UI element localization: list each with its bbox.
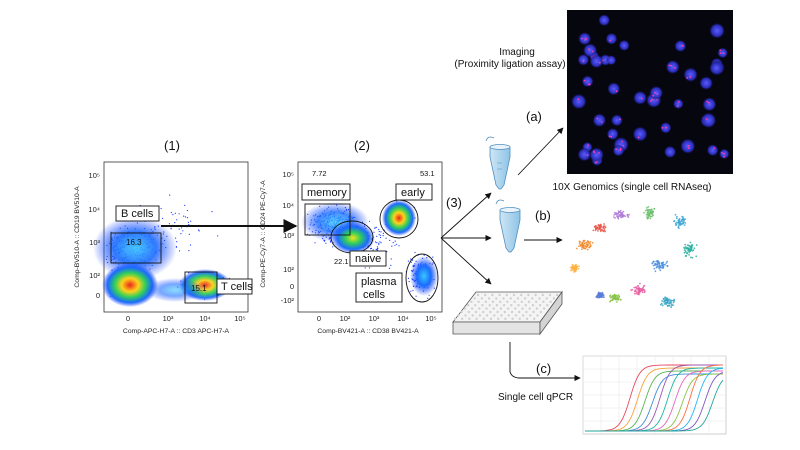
- plot1-x-ticks: 0 10³ 10⁴ 10⁵: [126, 314, 246, 323]
- plot2-ytick: 10⁴: [282, 201, 294, 210]
- plot1-ytick: 10⁵: [89, 171, 100, 180]
- gate-early-label-box: [395, 183, 433, 201]
- plot1-xtick: 0: [126, 314, 130, 323]
- qpcr-title: Single cell qPCR: [498, 392, 573, 403]
- microscopy-image: [567, 10, 733, 174]
- plot1-x-axis-label: Comp-APC-H7-A :: CD3 APC-H7-A: [123, 328, 230, 335]
- step-b-label: (b): [535, 208, 551, 223]
- plot2-xtick: 10⁵: [425, 314, 436, 323]
- plot1-xtick: 10⁵: [234, 314, 245, 323]
- qpcr-amplification-plot: [582, 355, 727, 435]
- plot2-ytick: 10²: [283, 265, 294, 274]
- plot2-x-axis-label: Comp-BV421-A :: CD38 BV421-A: [317, 328, 419, 335]
- b-cells-value: 16.3: [126, 238, 142, 247]
- gate-memory-label: memory: [307, 187, 347, 199]
- plot1-density: [93, 194, 231, 307]
- plot2-xtick: 0: [317, 314, 321, 323]
- gate-t-cells-label-box: [216, 278, 253, 295]
- plot2-ytick: 0: [290, 282, 294, 291]
- plot2-y-ticks: 10⁵ 10⁴ 10³ 10² 0 -10²: [281, 170, 295, 305]
- plot1-ytick: 10³: [89, 238, 100, 247]
- step-1-label: (1): [164, 138, 180, 153]
- gate-plasma-label-2: cells: [363, 289, 386, 301]
- plot1-y-ticks: 10⁵ 10⁴ 10³ 10² 0: [88, 171, 100, 300]
- branch-arrows: [440, 127, 581, 382]
- plot1-xtick: 10⁴: [199, 314, 211, 323]
- flow-plot-2: (2) 7.72 53.1 22.1 memory early naive pl…: [260, 138, 443, 335]
- imaging-title: Imaging: [499, 47, 535, 58]
- plot2-xtick: 10⁴: [397, 314, 409, 323]
- plot1-ytick: 10⁴: [88, 205, 100, 214]
- quadrant-value-tl: 7.72: [312, 169, 327, 178]
- gate-memory: [304, 203, 351, 236]
- flow-plot-1: (1) 16.3 15.1 B cells T cells 10⁵ 10⁴ 10…: [74, 138, 253, 335]
- step-3-label: (3): [446, 195, 462, 210]
- gate-early-label: early: [401, 187, 425, 199]
- quadrant-value-tr: 53.1: [420, 169, 435, 178]
- gate-memory-label-box: [301, 183, 351, 201]
- gate-naive-label-box: [349, 250, 387, 267]
- well-plate-icon: [452, 290, 563, 336]
- gate-t-cells-label: T cells: [221, 281, 253, 293]
- gate-b-cells-label: B cells: [121, 208, 154, 220]
- plot2-xtick: 10²: [340, 314, 351, 323]
- plot2-ytick: -10²: [281, 296, 295, 305]
- gate-naive-label: naive: [355, 253, 381, 265]
- plot2-ytick: 10³: [283, 231, 294, 240]
- imaging-subtitle: (Proximity ligation assay): [454, 59, 565, 70]
- tsne-cluster-plot: [569, 206, 698, 309]
- gate-b-cells-label-box: [115, 205, 160, 222]
- step-a-label: (a): [526, 109, 542, 124]
- gate-plasma-label-box: [355, 272, 403, 303]
- gate-plasma-label-1: plasma: [361, 276, 397, 288]
- plot2-density: [301, 200, 438, 299]
- step-c-label: (c): [536, 361, 551, 376]
- plot2-xtick: 10³: [369, 314, 380, 323]
- gate-plasma: [405, 253, 439, 303]
- step-2-label: (2): [354, 138, 370, 153]
- plot2-x-ticks: 0 10² 10³ 10⁴ 10⁵: [317, 314, 437, 323]
- tube-icon: [495, 199, 521, 253]
- t-cells-value: 15.1: [191, 284, 207, 293]
- plot1-y-axis-label: Comp-BV510-A :: CD19 BV510-A: [74, 186, 81, 288]
- plot1-ytick: 10²: [89, 271, 100, 280]
- naive-value: 22.1: [334, 257, 349, 266]
- plot1-xtick: 10³: [163, 314, 174, 323]
- plot1-ytick: 0: [96, 291, 100, 300]
- genomics-title: 10X Genomics (single cell RNAseq): [553, 182, 712, 193]
- plot2-ytick: 10⁵: [283, 170, 294, 179]
- plot2-y-axis-label: Comp-PE-Cy7-A :: CD24 PE-Cy7-A: [260, 180, 267, 288]
- gate-b-cells: [110, 232, 162, 264]
- tube-icon: [485, 136, 511, 190]
